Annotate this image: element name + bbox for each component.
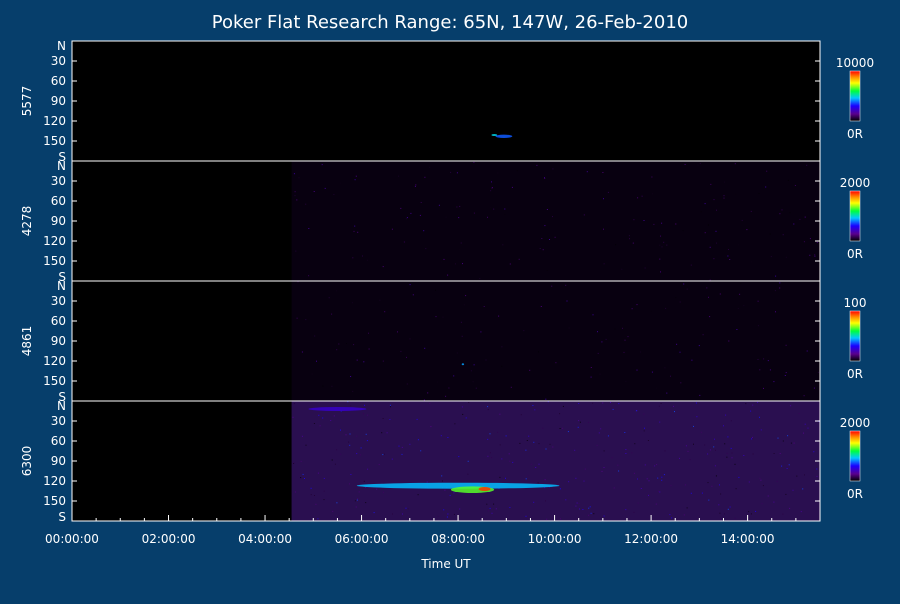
colorbar-min-label: 0R bbox=[847, 367, 863, 381]
data-region bbox=[291, 161, 820, 281]
panel-label: 5577 bbox=[20, 86, 34, 117]
colorbar-max-label: 2000 bbox=[840, 416, 871, 430]
y-tick-label: 120 bbox=[43, 234, 66, 248]
data-region bbox=[291, 401, 820, 521]
y-tick-label: 150 bbox=[43, 494, 66, 508]
emission-feature bbox=[491, 134, 498, 136]
y-tick-label: 30 bbox=[51, 294, 66, 308]
y-tick-label: 90 bbox=[51, 334, 66, 348]
x-axis-label: Time UT bbox=[420, 557, 471, 571]
x-tick-label: 08:00:00 bbox=[431, 532, 485, 546]
keogram-panels: 5577N306090120150S100000R4278N3060901201… bbox=[20, 39, 874, 524]
emission-feature bbox=[478, 487, 491, 491]
colorbar bbox=[849, 70, 861, 122]
y-tick-label: S bbox=[58, 390, 66, 404]
x-tick-label: 00:00:00 bbox=[45, 532, 99, 546]
colorbar bbox=[849, 310, 861, 362]
x-tick-label: 12:00:00 bbox=[624, 532, 678, 546]
emission-feature bbox=[461, 363, 465, 366]
colorbar-max-label: 10000 bbox=[836, 56, 874, 70]
x-tick-label: 10:00:00 bbox=[528, 532, 582, 546]
emission-feature bbox=[308, 407, 367, 411]
y-tick-label: 90 bbox=[51, 214, 66, 228]
panel-4861: 4861 N30 60 90 120 150 S 100 0R bbox=[20, 279, 866, 404]
y-tick-label: 30 bbox=[51, 54, 66, 68]
y-tick-label: N bbox=[57, 399, 66, 413]
y-tick-label: 120 bbox=[43, 474, 66, 488]
y-tick-label: N bbox=[57, 39, 66, 53]
y-tick-label: 120 bbox=[43, 114, 66, 128]
colorbar-min-label: 0R bbox=[847, 127, 863, 141]
y-tick-label: N bbox=[57, 159, 66, 173]
emission-feature bbox=[356, 482, 560, 489]
y-tick-label: 60 bbox=[51, 314, 66, 328]
emission-feature bbox=[495, 134, 513, 138]
y-tick-label: S bbox=[58, 510, 66, 524]
y-tick-label: S bbox=[58, 270, 66, 284]
y-tick-label: 60 bbox=[51, 434, 66, 448]
noise-speckle bbox=[293, 161, 818, 281]
panel-6300: 6300 N30 60 90 120 150 S 2000 0R bbox=[20, 399, 870, 524]
panel-label: 6300 bbox=[20, 446, 34, 477]
y-tick-label: 90 bbox=[51, 94, 66, 108]
x-tick-label: 06:00:00 bbox=[335, 532, 389, 546]
panel-label: 4861 bbox=[20, 326, 34, 357]
y-tick-label: 150 bbox=[43, 254, 66, 268]
y-tick-label: 30 bbox=[51, 414, 66, 428]
x-tick-label: 04:00:00 bbox=[238, 532, 292, 546]
y-tick-label: N bbox=[57, 279, 66, 293]
panel-5577: 5577 N30 60 90 120 150 S 10000 0R bbox=[20, 39, 874, 164]
colorbar-max-label: 100 bbox=[844, 296, 867, 310]
x-tick-label: 02:00:00 bbox=[142, 532, 196, 546]
panel-4278: 4278 N30 60 90 120 150 S 2000 0R bbox=[20, 159, 870, 284]
colorbar bbox=[849, 190, 861, 242]
colorbar-min-label: 0R bbox=[847, 247, 863, 261]
chart-title: Poker Flat Research Range: 65N, 147W, 26… bbox=[212, 12, 688, 33]
y-tick-label: 60 bbox=[51, 194, 66, 208]
colorbar-min-label: 0R bbox=[847, 487, 863, 501]
x-axis: 00:00:00 02:00:00 04:00:00 06:00:00 08:00:00… bbox=[45, 515, 797, 546]
x-tick-label: 14:00:00 bbox=[721, 532, 775, 546]
y-tick-label: S bbox=[58, 150, 66, 164]
y-tick-label: 30 bbox=[51, 174, 66, 188]
panel-label: 4278 bbox=[20, 206, 34, 237]
y-tick-label: 120 bbox=[43, 354, 66, 368]
colorbar bbox=[849, 430, 861, 482]
noise-speckle bbox=[291, 281, 819, 401]
data-region bbox=[291, 281, 820, 401]
y-tick-label: 150 bbox=[43, 374, 66, 388]
panel-background bbox=[72, 41, 820, 161]
colorbar-max-label: 2000 bbox=[840, 176, 871, 190]
y-tick-label: 60 bbox=[51, 74, 66, 88]
y-tick-label: 90 bbox=[51, 454, 66, 468]
y-tick-label: 150 bbox=[43, 134, 66, 148]
